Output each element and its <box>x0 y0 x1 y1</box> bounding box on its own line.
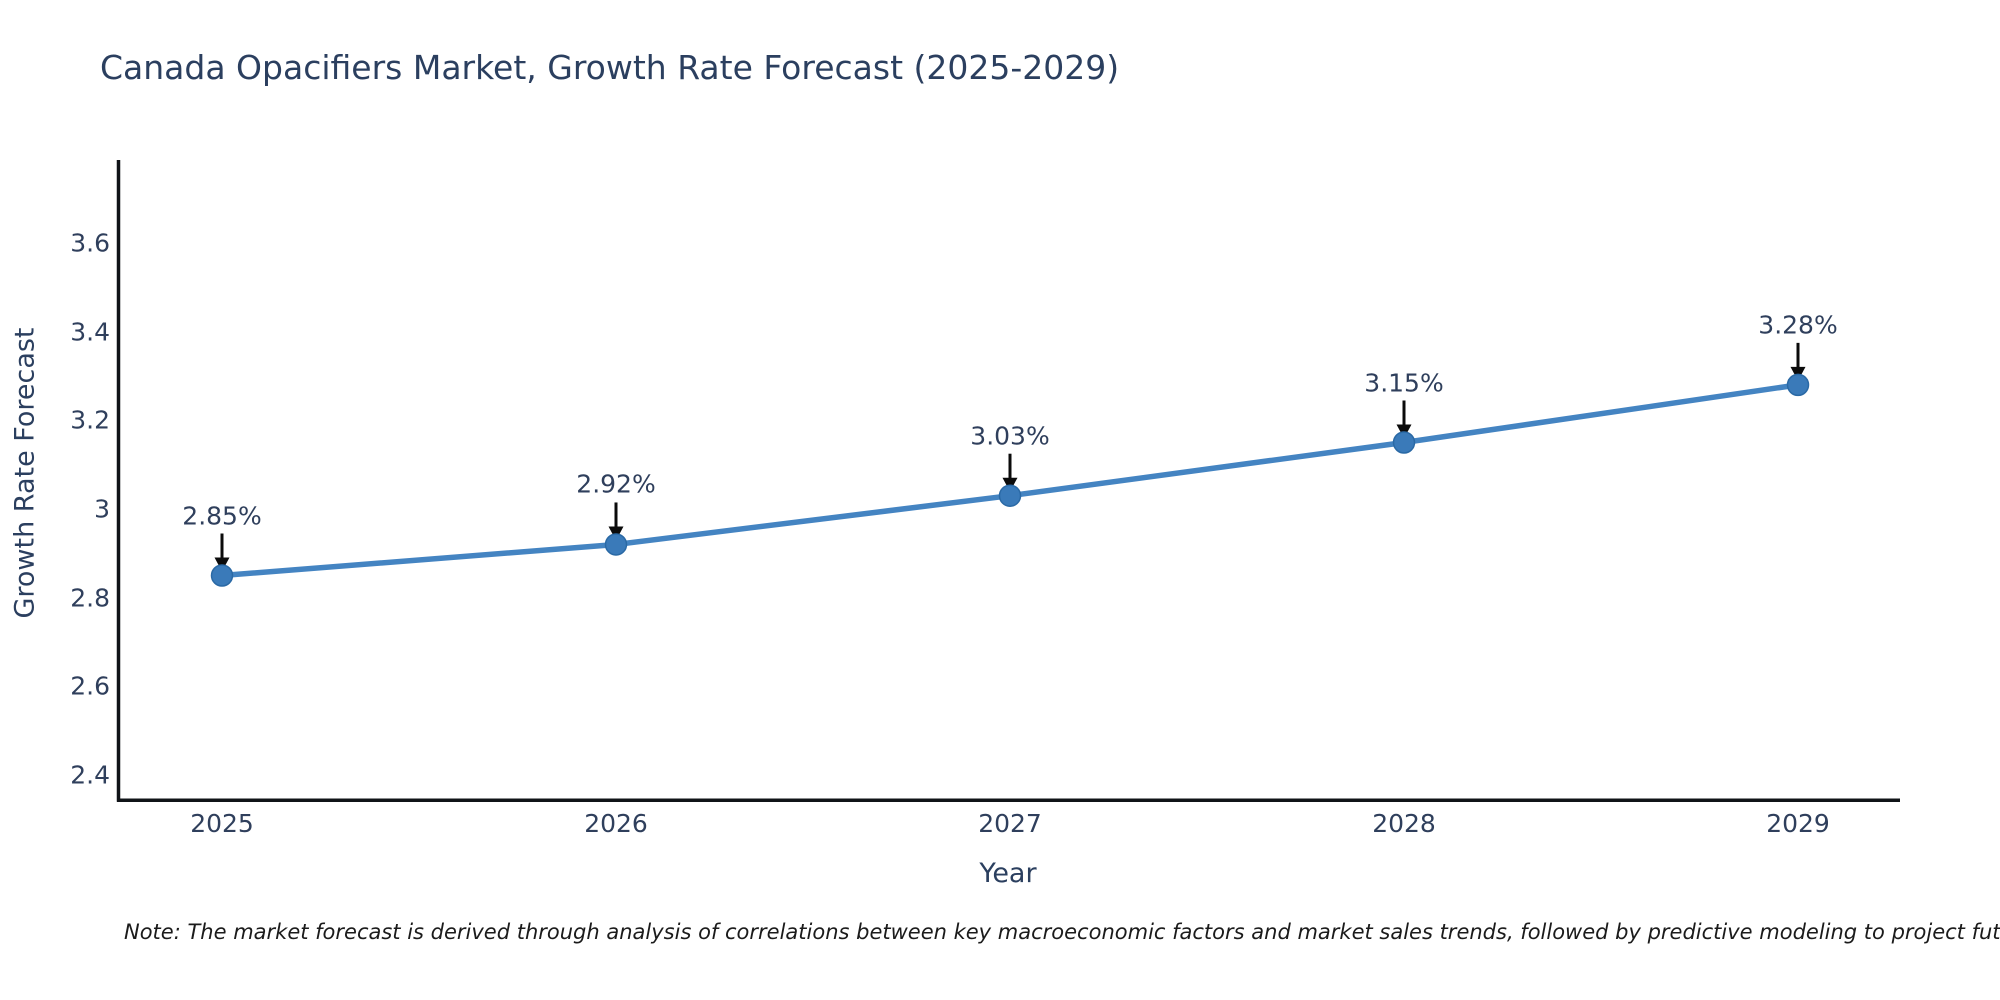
y-tick-label: 3.6 <box>70 228 110 258</box>
y-tick-label: 2.4 <box>70 760 110 790</box>
y-tick-label: 3.4 <box>70 317 110 347</box>
y-axis-title: Growth Rate Forecast <box>9 327 41 619</box>
data-point-marker[interactable] <box>210 564 234 587</box>
data-point-label: 3.03% <box>970 421 1050 451</box>
x-tick-label: 2029 <box>1766 809 1830 838</box>
x-tick-label: 2027 <box>978 809 1042 838</box>
y-tick-label: 2.6 <box>70 671 110 701</box>
x-tick-label: 2025 <box>190 809 254 838</box>
x-axis-title: Year <box>979 858 1037 889</box>
data-point-label: 3.15% <box>1364 368 1444 397</box>
data-point-marker[interactable] <box>1392 431 1416 454</box>
chart-footnote: Note: The market forecast is derived thr… <box>124 920 2000 944</box>
y-tick-label: 3 <box>94 494 110 524</box>
x-tick-label: 2026 <box>584 809 648 838</box>
x-tick-label: 2028 <box>1372 809 1436 838</box>
data-point-marker[interactable] <box>604 533 628 556</box>
y-tick-label: 2.8 <box>70 583 110 613</box>
data-point-label: 3.28% <box>1758 310 1838 340</box>
chart-title: Canada Opacifiers Market, Growth Rate Fo… <box>100 48 1120 87</box>
data-point-label: 2.92% <box>576 469 656 499</box>
data-point-marker[interactable] <box>1786 373 1810 397</box>
data-point-marker[interactable] <box>998 484 1022 507</box>
y-tick-label: 3.2 <box>70 405 110 435</box>
data-point-label: 2.85% <box>182 501 262 530</box>
